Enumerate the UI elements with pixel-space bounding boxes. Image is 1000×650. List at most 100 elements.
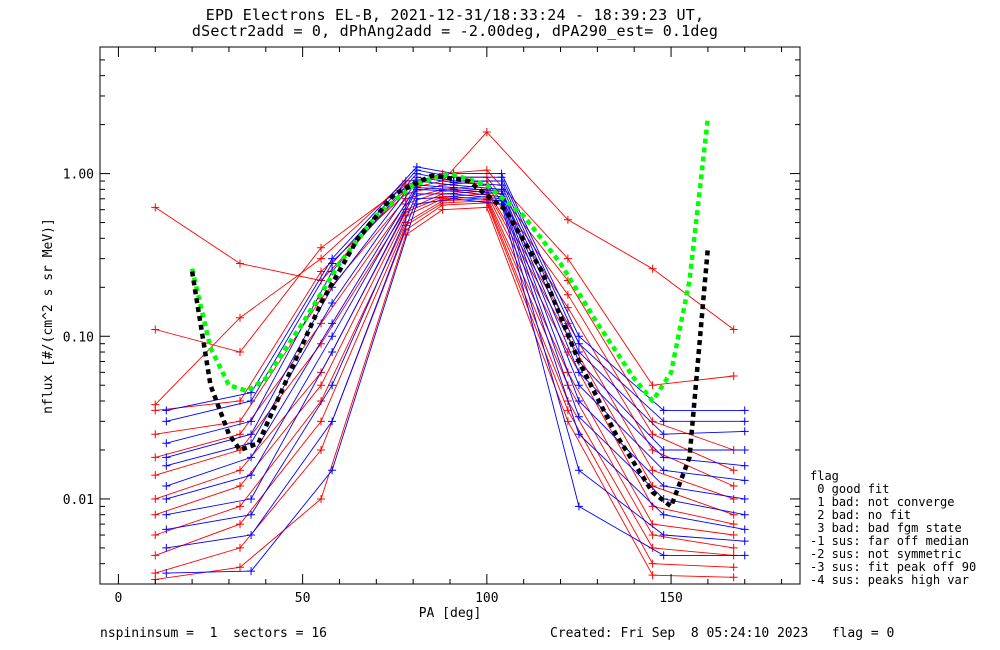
series-line-23: [166, 198, 745, 574]
data-point: [563, 406, 572, 415]
data-point: [574, 502, 583, 511]
data-point: [438, 205, 447, 214]
data-point: [659, 551, 668, 560]
data-point: [151, 203, 160, 212]
flag-legend-item: 1 bad: not converge: [810, 495, 955, 509]
data-point: [151, 406, 160, 415]
flag-legend-item: -2 sus: not symmetric: [810, 547, 962, 561]
series-line-5: [155, 188, 734, 500]
data-point: [247, 453, 256, 462]
data-point: [162, 494, 171, 503]
data-point: [648, 264, 657, 273]
data-point: [151, 430, 160, 439]
data-point: [162, 417, 171, 426]
data-point: [247, 417, 256, 426]
y-axis-label: nflux [#/(cm^2 s sr MeV)]: [41, 218, 56, 414]
data-point: [151, 531, 160, 540]
data-point: [317, 267, 326, 276]
data-point: [740, 510, 749, 519]
data-point: [648, 445, 657, 454]
data-point: [648, 531, 657, 540]
data-point: [740, 427, 749, 436]
data-point: [317, 417, 326, 426]
series-line-14: [166, 169, 745, 422]
data-point: [236, 466, 244, 475]
data-point: [729, 325, 738, 334]
data-point: [317, 494, 326, 503]
data-point: [659, 406, 668, 415]
data-point: [482, 166, 491, 175]
data-point: [247, 510, 256, 519]
data-point: [574, 332, 583, 341]
data-point: [648, 466, 657, 475]
series-line-0: [155, 131, 734, 330]
data-point: [574, 339, 583, 348]
data-point: [162, 525, 171, 534]
series-line-16: [166, 176, 745, 458]
data-point: [729, 573, 738, 582]
data-point: [236, 543, 244, 552]
data-point: [247, 396, 256, 405]
data-point: [151, 453, 160, 462]
data-point: [740, 417, 749, 426]
data-point: [659, 430, 668, 439]
x-axis-label: PA [deg]: [419, 606, 482, 621]
data-point: [317, 319, 326, 328]
data-point: [236, 259, 244, 268]
data-point: [740, 461, 749, 470]
data-point: [236, 520, 244, 529]
data-point: [563, 215, 572, 224]
data-point: [574, 412, 583, 421]
x-tick-label: 100: [475, 591, 498, 606]
y-tick-label: 1.00: [63, 168, 94, 183]
data-point: [659, 466, 668, 475]
data-point: [659, 445, 668, 454]
data-point: [574, 381, 583, 390]
data-point: [162, 543, 171, 552]
flag-legend-item: 0 good fit: [810, 482, 890, 496]
data-point: [151, 325, 160, 334]
data-point: [162, 439, 171, 448]
data-point: [729, 510, 738, 519]
data-point: [729, 531, 738, 540]
data-point: [328, 332, 337, 341]
x-tick-label: 150: [659, 591, 682, 606]
data-point: [740, 494, 749, 503]
data-point: [729, 466, 738, 475]
data-point: [236, 348, 244, 357]
data-point: [328, 299, 337, 308]
flag-legend-item: -3 sus: fit peak off 90: [810, 560, 977, 574]
data-point: [482, 203, 491, 212]
data-point: [729, 520, 738, 529]
data-point: [317, 254, 326, 263]
footer-created-info: Created: Fri Sep 8 05:24:10 2023 flag = …: [550, 626, 895, 641]
series-line-20: [166, 188, 745, 516]
flag-legend: flag 0 good fit 1 bad: not converge 2 ba…: [810, 470, 976, 587]
data-point: [236, 563, 244, 572]
data-point: [247, 430, 256, 439]
chart-title-line-1: EPD Electrons EL-B, 2021-12-31/18:33:24 …: [205, 6, 705, 24]
data-point: [247, 567, 256, 576]
data-point: [729, 563, 738, 572]
x-tick-label: 50: [295, 591, 311, 606]
flag-legend-item: 2 bad: no fit: [810, 508, 912, 522]
data-point: [162, 569, 171, 578]
data-point: [236, 313, 244, 322]
y-tick-label: 0.01: [63, 493, 94, 508]
data-point: [412, 200, 421, 209]
data-point: [328, 417, 337, 426]
data-point: [574, 466, 583, 475]
data-point: [648, 430, 657, 439]
y-tick-label: 0.10: [63, 330, 94, 345]
data-point: [659, 482, 668, 491]
data-point: [740, 551, 749, 560]
data-point: [162, 461, 171, 470]
data-point: [162, 482, 171, 491]
data-point: [151, 471, 160, 480]
data-point: [574, 368, 583, 377]
data-point: [236, 482, 244, 491]
data-point: [162, 406, 171, 415]
data-point: [729, 543, 738, 552]
data-point: [648, 559, 657, 568]
